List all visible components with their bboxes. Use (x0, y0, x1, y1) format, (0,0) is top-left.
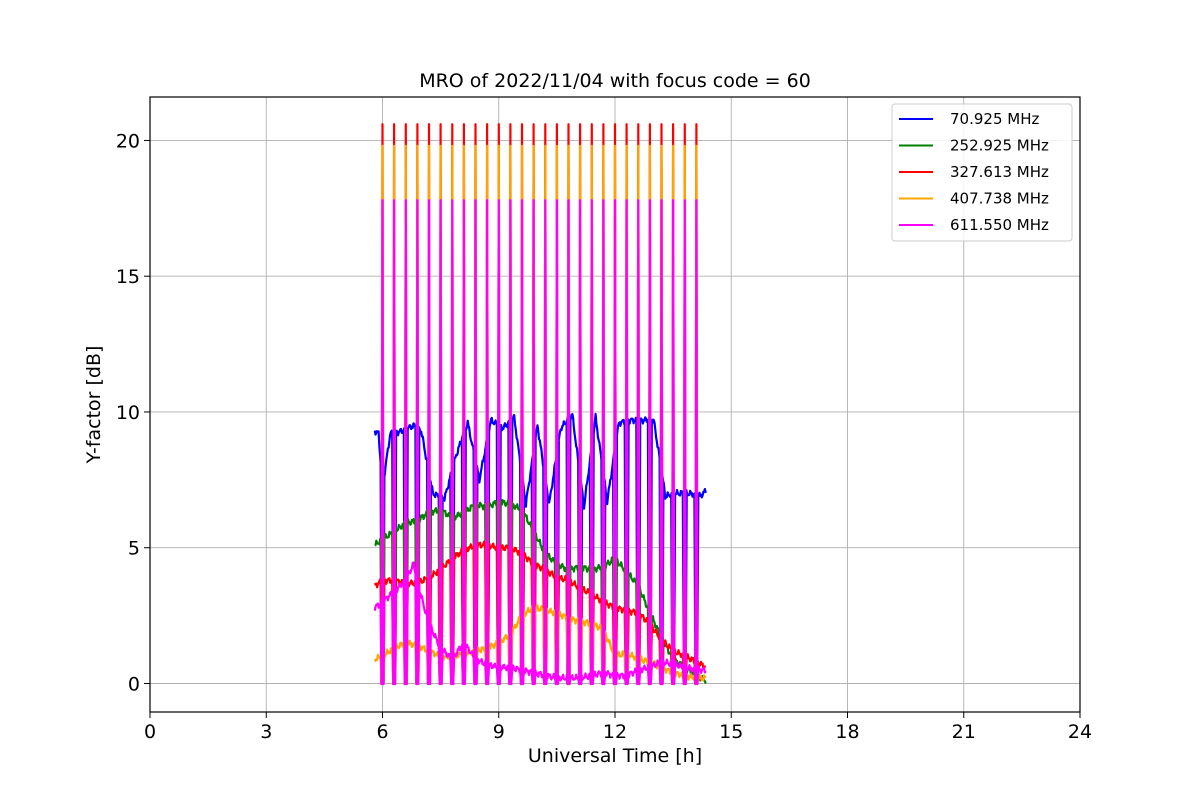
series-line-2 (373, 123, 707, 686)
y-tick-label: 20 (116, 130, 140, 152)
x-tick-label: 12 (603, 721, 627, 743)
y-tick-label: 10 (116, 402, 140, 424)
series-line-3 (373, 144, 707, 686)
y-tick-label: 0 (128, 673, 140, 695)
x-axis-label: Universal Time [h] (528, 745, 702, 767)
x-tick-label: 21 (952, 721, 976, 743)
x-tick-label: 0 (144, 721, 156, 743)
x-tick-label: 9 (493, 721, 505, 743)
series-line-0 (373, 412, 707, 686)
legend-label: 252.925 MHz (950, 137, 1049, 155)
x-tick-label: 6 (376, 721, 388, 743)
plot-series (373, 123, 707, 686)
x-tick-label: 15 (719, 721, 743, 743)
legend-label: 407.738 MHz (950, 190, 1049, 208)
chart-title: MRO of 2022/11/04 with focus code = 60 (419, 70, 811, 92)
y-axis-label: Y-factor [dB] (83, 346, 105, 465)
legend-label: 70.925 MHz (950, 110, 1039, 128)
legend: 70.925 MHz 252.925 MHz 327.613 MHz 407.738 … (891, 103, 1073, 242)
x-tick-label: 3 (260, 721, 272, 743)
series-line-1 (374, 497, 707, 686)
y-tick-label: 5 (128, 538, 140, 560)
legend-label: 327.613 MHz (950, 163, 1049, 181)
legend-box (891, 103, 1073, 242)
y-tick-label: 15 (116, 266, 140, 288)
series-line-4 (373, 199, 707, 686)
x-tick-label: 18 (835, 721, 859, 743)
x-tick-label: 24 (1068, 721, 1092, 743)
axis-ticks: 0 3 6 9 12 15 18 21 24 0 5 10 15 20 (116, 130, 1092, 743)
legend-label: 611.550 MHz (950, 216, 1049, 234)
